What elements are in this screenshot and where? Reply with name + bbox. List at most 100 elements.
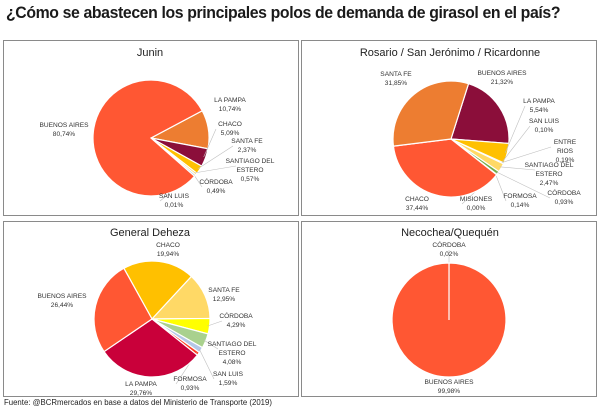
slice-label-value: 0,49% xyxy=(206,188,226,195)
leader-line xyxy=(197,145,234,169)
slice-label-name: BUENOS AIRES xyxy=(424,379,474,386)
slice-label-name: CÓRDOBA xyxy=(547,190,581,197)
data-label-rosario-la-pampa: LA PAMPA 5,54% xyxy=(523,97,555,115)
slice-label-name: CHACO xyxy=(405,196,429,203)
slice-label-name: CÓRDOBA xyxy=(199,179,233,186)
page-title: ¿Cómo se abastecen los principales polos… xyxy=(6,3,561,22)
slice-label-name: SANTIAGO DEL ESTERO xyxy=(524,162,574,178)
chart-title-rosario: Rosario / San Jerónimo / Ricardonne xyxy=(359,47,541,59)
data-label-necochea-buenos-aires: BUENOS AIRES 99,98% xyxy=(424,378,473,396)
slice-label-name: BUENOS AIRES xyxy=(39,122,89,129)
slice-label-value: 0,14% xyxy=(510,202,530,209)
data-label-rosario-san-luis: SAN LUIS 0,10% xyxy=(529,117,559,135)
slice-label-name: FORMOSA xyxy=(173,376,207,383)
slice-label-name: LA PAMPA xyxy=(214,97,246,104)
data-label-rosario-cordoba: CÓRDOBA 0,93% xyxy=(547,189,580,207)
leader-line xyxy=(504,105,526,153)
slice-label-name: BUENOS AIRES xyxy=(477,70,527,77)
slice-label-name: SANTA FE xyxy=(208,287,240,294)
slice-label-value: 80,74% xyxy=(52,131,76,138)
slice-label-name: LA PAMPA xyxy=(125,381,157,388)
slice-label-name: SAN LUIS xyxy=(528,118,560,125)
data-label-rosario-buenos-aires: BUENOS AIRES 21,32% xyxy=(477,69,526,87)
slice-label-value: 26,44% xyxy=(50,302,74,309)
data-label-rosario-santiago-del-estero: SANTIAGO DEL ESTERO 2,47% xyxy=(518,161,580,188)
slice-label-name: CÓRDOBA xyxy=(219,313,253,320)
slice-label-value: 0,02% xyxy=(439,251,459,258)
pie-slice-general-deheza-buenos-aires xyxy=(93,267,153,353)
slice-label-value: 0,01% xyxy=(164,202,184,209)
data-label-general-deheza-formosa: FORMOSA 0,93% xyxy=(173,375,206,393)
slice-label-name: SANTIAGO DEL ESTERO xyxy=(225,158,275,174)
chart-title-general-deheza: General Deheza xyxy=(109,227,191,239)
slice-label-value: 37,44% xyxy=(405,205,429,212)
pie-slice-rosario-buenos-aires xyxy=(450,82,510,145)
data-label-general-deheza-la-pampa: LA PAMPA 29,76% xyxy=(125,380,157,398)
slice-label-value: 0,19% xyxy=(555,157,575,164)
pie-slice-necochea-buenos-aires xyxy=(391,262,507,378)
slice-label-value: 5,54% xyxy=(529,107,549,114)
slice-label-name: BUENOS AIRES xyxy=(37,293,87,300)
leader-line xyxy=(501,125,531,163)
pie-slice-rosario-santa-fe xyxy=(392,80,470,147)
chart-title-necochea: Necochea/Quequén xyxy=(401,227,499,239)
slice-label-value: 0,93% xyxy=(554,199,574,206)
source-footnote: Fuente: @BCRmercados en base a datos del… xyxy=(4,398,272,407)
leader-line xyxy=(203,128,217,158)
leader-line xyxy=(203,339,219,350)
data-label-rosario-santa-fe: SANTA FE 31,85% xyxy=(380,70,411,88)
slice-label-value: 0,93% xyxy=(180,385,200,392)
slice-label-value: 12,95% xyxy=(212,296,236,303)
slice-label-name: SANTA FE xyxy=(380,71,412,78)
data-label-general-deheza-san-luis: SAN LUIS 1,59% xyxy=(213,370,243,388)
leader-line xyxy=(194,165,237,174)
pie-slice-general-deheza-chaco xyxy=(123,260,193,321)
data-label-general-deheza-buenos-aires: BUENOS AIRES 26,44% xyxy=(37,292,86,310)
data-label-junin-chaco: CHACO 5,09% xyxy=(218,120,242,138)
data-label-necochea-cordoba: CÓRDOBA 0,02% xyxy=(432,241,465,259)
slice-label-value: 31,85% xyxy=(384,80,408,87)
slice-label-value: 2,37% xyxy=(237,147,257,154)
slice-label-name: CÓRDOBA xyxy=(432,242,466,249)
leader-line xyxy=(499,166,536,171)
data-label-junin-la-pampa: LA PAMPA 10,74% xyxy=(214,96,246,114)
data-label-general-deheza-santa-fe: SANTA FE 12,95% xyxy=(208,286,239,304)
slice-label-value: 5,09% xyxy=(220,130,240,137)
slice-label-value: 21,32% xyxy=(490,79,514,86)
pie-slice-general-deheza-la-pampa xyxy=(103,318,199,378)
slice-label-value: 10,74% xyxy=(218,106,242,113)
data-label-rosario-misiones: MISIONES 0,00% xyxy=(460,195,492,213)
data-label-rosario-formosa: FORMOSA 0,14% xyxy=(503,192,536,210)
slice-label-value: 29,76% xyxy=(129,390,153,397)
slice-label-name: LA PAMPA xyxy=(523,98,555,105)
slice-label-value: 0,00% xyxy=(466,205,486,212)
slice-label-name: CHACO xyxy=(156,242,180,249)
slice-label-name: SAN LUIS xyxy=(212,371,244,378)
slice-label-value: 1,59% xyxy=(218,380,238,387)
leader-line xyxy=(501,146,552,163)
slice-label-name: SAN LUIS xyxy=(158,193,190,200)
slice-label-value: 2,47% xyxy=(539,180,559,187)
leader-line xyxy=(207,320,223,327)
slice-label-value: 19,94% xyxy=(156,251,180,258)
leader-line xyxy=(494,173,507,202)
slice-label-value: 4,29% xyxy=(226,322,246,329)
slice-label-value: 99,98% xyxy=(437,388,461,395)
data-label-junin-santiago-del-estero: SANTIAGO DEL ESTERO 0,57% xyxy=(219,157,281,184)
data-label-general-deheza-santiago-del-estero: SANTIAGO DEL ESTERO 4,08% xyxy=(201,340,263,367)
chart-title-junin: Junin xyxy=(136,47,164,59)
slice-label-name: MISIONES xyxy=(459,196,493,203)
slice-label-name: SANTIAGO DEL ESTERO xyxy=(207,341,257,357)
data-label-general-deheza-chaco: CHACO 19,94% xyxy=(156,241,180,259)
slice-label-name: CHACO xyxy=(218,121,242,128)
data-label-general-deheza-cordoba: CÓRDOBA 4,29% xyxy=(219,312,252,330)
data-label-junin-san-luis: SAN LUIS 0,01% xyxy=(159,192,189,210)
pie-slice-junin-buenos-aires xyxy=(92,79,204,197)
data-label-junin-buenos-aires: BUENOS AIRES 80,74% xyxy=(39,121,88,139)
data-label-rosario-chaco: CHACO 37,44% xyxy=(405,195,429,213)
leader-line xyxy=(198,348,215,380)
slice-label-name: SANTA FE xyxy=(231,138,263,145)
data-label-rosario-entre-rios: ENTRE RIOS 0,19% xyxy=(548,138,583,165)
slice-label-value: 0,57% xyxy=(240,176,260,183)
